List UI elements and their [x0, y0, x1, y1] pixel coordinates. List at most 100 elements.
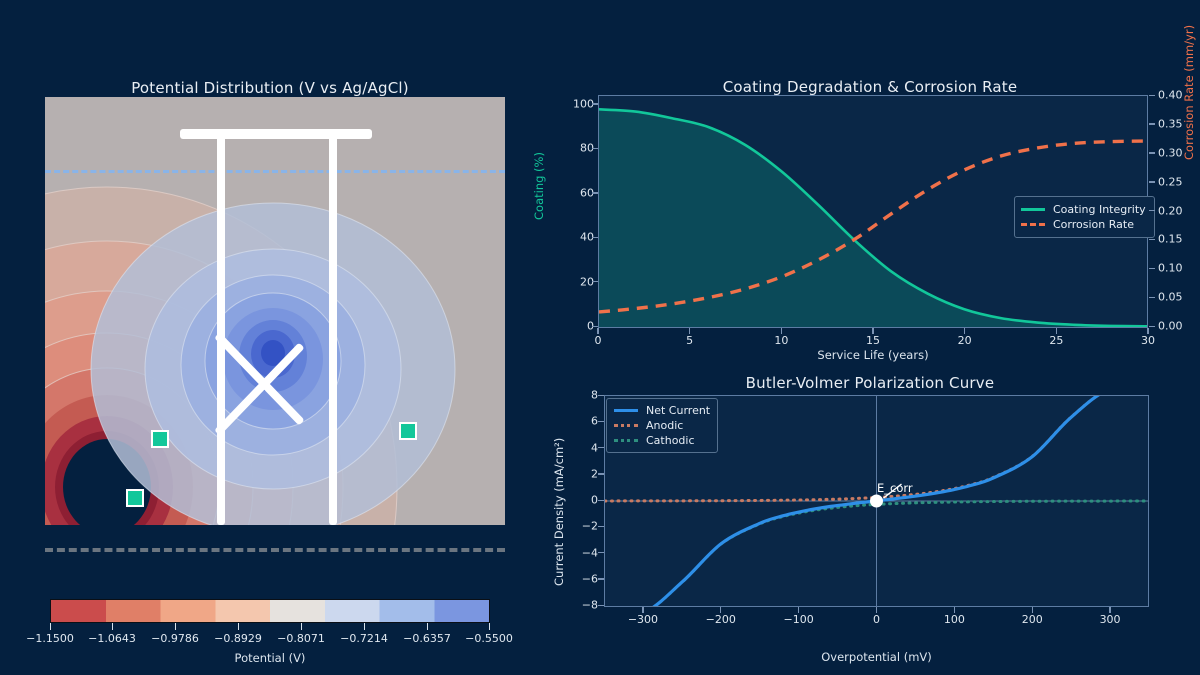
legend-label: Coating Integrity [1053, 203, 1146, 216]
colorbar-tick-label: −0.6357 [403, 632, 451, 645]
coating-y-tick-label: 20 [580, 275, 594, 289]
tickmark [598, 499, 604, 501]
bv-x-tick-label: −200 [705, 613, 736, 626]
legend-swatch-line [1021, 223, 1045, 226]
coating-x-tick-label: 0 [594, 334, 602, 347]
bv-x-tick-label: −100 [783, 613, 814, 626]
tickmark [592, 192, 598, 194]
colorbar-axis-label: Potential (V) [234, 651, 306, 665]
bv-y-tick-label: −6 [581, 572, 598, 586]
corrosion-y-tick-label: 0.00 [1158, 319, 1183, 333]
structure-leg-left [217, 135, 225, 525]
corrosion-y-tick-label: 0.15 [1158, 232, 1183, 246]
bv-y-axis-label: Current Density (mA/cm²) [552, 437, 566, 586]
tickmark [597, 328, 599, 334]
tickmark [1149, 210, 1155, 212]
colorbar-tickmark [238, 623, 239, 630]
legend-label: Anodic [646, 419, 684, 432]
tickmark [598, 420, 604, 423]
bv-y-tick-label: 6 [591, 414, 598, 428]
corrosion-y-tick-label: 0.05 [1158, 290, 1183, 304]
potential-distribution-panel: Potential Distribution (V vs Ag/AgCl) [0, 70, 540, 570]
bv-y-tick-label: 8 [591, 388, 598, 402]
coating-y-axis-label: Coating (%) [532, 152, 546, 220]
anode-upper-left[interactable] [151, 430, 169, 448]
legend-swatch-line [614, 409, 638, 412]
colorbar-tickmark [489, 623, 490, 630]
legend-item-coating-integrity: Coating Integrity [1021, 202, 1146, 217]
legend-swatch-line [614, 439, 638, 442]
coating-y-tick-label: 60 [580, 186, 594, 200]
tickmark [1149, 181, 1155, 183]
coating-legend[interactable]: Coating Integrity Corrosion Rate [1014, 196, 1155, 238]
colorbar-tick-label: −0.8071 [277, 632, 325, 645]
bv-x-tick-label: 200 [1021, 613, 1043, 626]
coating-x-tick-label: 15 [866, 334, 880, 347]
corrosion-y-tick-label: 0.20 [1158, 204, 1183, 217]
legend-swatch-line [614, 424, 638, 427]
corrosion-y-tick-label: 0.25 [1158, 175, 1183, 189]
tickmark [642, 607, 644, 613]
bv-x-tick-label: −300 [627, 613, 659, 626]
coating-y-tick-label: 0 [587, 319, 594, 333]
structure-leg-right [329, 135, 337, 525]
tickmark [953, 607, 956, 613]
tickmark [1149, 238, 1155, 241]
mudline-marker [45, 548, 505, 552]
coating-y-tick-label: 40 [580, 230, 594, 244]
structure-deck [180, 129, 372, 139]
tickmark [963, 328, 966, 334]
bv-legend[interactable]: Net Current Anodic Cathodic [606, 398, 719, 453]
bv-y-tick-label: 2 [591, 467, 598, 481]
bv-x-axis-label: Overpotential (mV) [821, 650, 932, 664]
tickmark [598, 604, 604, 606]
potential-colorbar-group: −1.1500 −1.0643 −0.9786 −0.8929 −0.8071 … [0, 585, 540, 675]
potential-colorbar[interactable] [50, 599, 490, 623]
tickmark [1149, 152, 1155, 154]
colorbar-tickmark [112, 623, 113, 630]
corrosion-y-tick-label: 0.35 [1158, 117, 1183, 131]
tickmark [592, 103, 598, 105]
tickmark [1147, 328, 1149, 334]
coating-degradation-panel: Coating Degradation & Corrosion Rate Coa… [532, 70, 1200, 370]
tickmark [875, 607, 878, 613]
colorbar-tick-label: −0.8929 [214, 632, 262, 645]
tickmark [598, 447, 604, 449]
legend-label: Cathodic [646, 434, 695, 447]
legend-label: Corrosion Rate [1053, 218, 1134, 231]
coating-x-tick-label: 30 [1141, 334, 1155, 347]
butler-volmer-panel: Butler-Volmer Polarization Curve Current… [540, 368, 1200, 675]
contour-plot-area[interactable] [45, 97, 505, 525]
legend-item-anodic: Anodic [614, 418, 710, 433]
tickmark [780, 328, 783, 334]
anode-lower-left[interactable] [126, 489, 144, 507]
tickmark [720, 607, 722, 613]
bv-y-tick-label: 0 [591, 493, 598, 507]
tickmark [1149, 123, 1155, 125]
coating-x-tick-label: 5 [686, 334, 694, 347]
colorbar-tickmark [427, 623, 428, 630]
colorbar-tick-label: −1.1500 [26, 632, 74, 645]
coating-series-svg [599, 108, 1147, 327]
tickmark [598, 578, 604, 580]
tickmark [688, 328, 691, 334]
bv-x-tick-label: 0 [873, 613, 880, 626]
colorbar-tickmark [301, 623, 302, 630]
anode-right[interactable] [399, 422, 417, 440]
waterline-marker [45, 170, 505, 173]
coating-y-tick-label: 80 [580, 141, 594, 155]
tickmark [598, 394, 604, 396]
bv-x-tick-label: 300 [1099, 613, 1121, 626]
colorbar-tick-label: −0.5500 [465, 632, 513, 645]
tickmark [598, 525, 604, 528]
tickmark [1149, 296, 1155, 299]
tickmark [1109, 607, 1111, 613]
coating-x-tick-label: 20 [957, 334, 972, 347]
tickmark [1149, 267, 1155, 270]
corrosion-y-tick-label: 0.40 [1158, 88, 1183, 102]
ecorr-annotation: E_corr [877, 481, 913, 495]
tickmark [1031, 607, 1033, 613]
coating-panel-title: Coating Degradation & Corrosion Rate [722, 78, 1018, 96]
legend-item-cathodic: Cathodic [614, 433, 710, 448]
contour-panel-title: Potential Distribution (V vs Ag/AgCl) [131, 79, 409, 97]
